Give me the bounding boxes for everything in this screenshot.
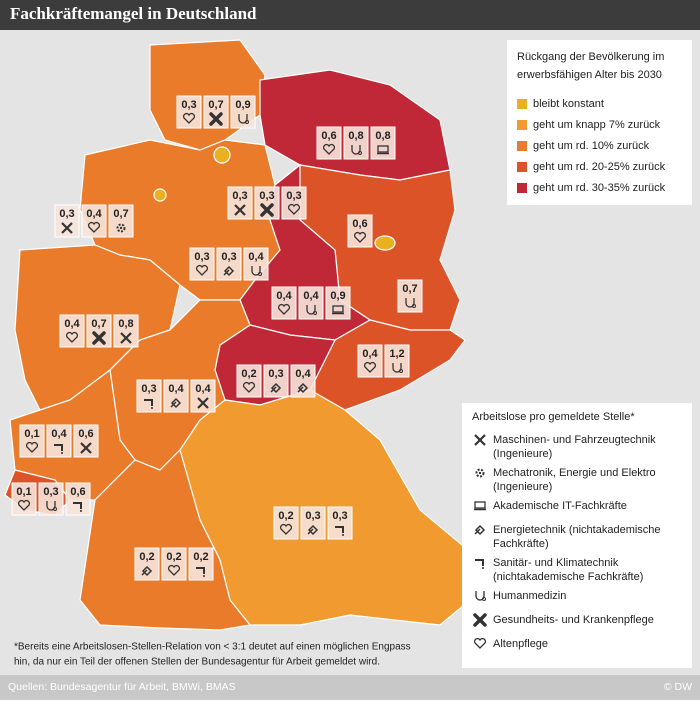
- legend-label: Gesundheits- und Krankenpflege: [493, 614, 654, 626]
- legend-label: geht um rd. 30-35% zurück: [533, 182, 666, 194]
- value: 0,4: [303, 290, 319, 302]
- value: 0,9: [330, 290, 345, 302]
- value: 0,7: [91, 318, 106, 330]
- value: 0,2: [278, 510, 293, 522]
- legend-box: [507, 40, 692, 205]
- legend-title: Arbeitslose pro gemeldete Stelle*: [472, 411, 635, 423]
- source: Quellen: Bundesagentur für Arbeit, BMWi,…: [8, 681, 236, 693]
- value-box: [227, 186, 253, 220]
- footnote: *Bereits eine Arbeitslosen-Stellen-Relat…: [14, 642, 411, 653]
- value: 0,3: [268, 368, 283, 380]
- value: 0,3: [141, 383, 156, 395]
- value: 0,4: [195, 383, 211, 395]
- value-box: [263, 364, 289, 398]
- value: 0,3: [221, 251, 236, 263]
- value-box: [188, 547, 214, 581]
- legend-label: (Ingenieure): [493, 481, 552, 493]
- value: 0,8: [348, 130, 363, 142]
- state: [79, 448, 252, 631]
- value: 0,3: [194, 251, 209, 263]
- value-box: [86, 314, 112, 348]
- value: 0,9: [235, 99, 250, 111]
- value: 0,4: [248, 251, 264, 263]
- value-box: [46, 424, 72, 458]
- value: 0,8: [118, 318, 133, 330]
- value: 0,3: [305, 510, 320, 522]
- title-bar: [0, 0, 700, 30]
- value: 0,4: [86, 208, 102, 220]
- value-box: [190, 379, 216, 413]
- value-box: [65, 482, 91, 516]
- value: 0,2: [139, 551, 154, 563]
- legend-swatch: [517, 99, 527, 109]
- value: 0,7: [113, 208, 128, 220]
- footer-bar: [0, 675, 700, 700]
- value: 0,3: [286, 190, 301, 202]
- value: 0,3: [332, 510, 347, 522]
- value-box: [136, 379, 162, 413]
- value: 0,4: [64, 318, 80, 330]
- value: 0,8: [375, 130, 390, 142]
- value: 0,3: [232, 190, 247, 202]
- credit: © DW: [664, 681, 692, 693]
- value: 0,2: [166, 551, 181, 563]
- value: 0,1: [16, 486, 31, 498]
- value: 0,3: [59, 208, 74, 220]
- value: 0,4: [168, 383, 184, 395]
- legend-label: geht um knapp 7% zurück: [533, 119, 661, 131]
- legend-swatch: [517, 141, 527, 151]
- value: 0,2: [241, 368, 256, 380]
- legend-box: [462, 403, 692, 668]
- value-box: [54, 204, 80, 238]
- value: 0,4: [51, 428, 67, 440]
- legend-label: Humanmedizin: [493, 590, 566, 602]
- legend-label: Energietechnik (nichtakademische: [493, 524, 661, 536]
- value: 0,2: [193, 551, 208, 563]
- legend-label: geht um rd. 20-25% zurück: [533, 161, 666, 173]
- value-box: [327, 506, 353, 540]
- legend-label: geht um rd. 10% zurück: [533, 140, 650, 152]
- city-state: [153, 188, 167, 202]
- legend-swatch: [517, 162, 527, 172]
- value: 0,6: [70, 486, 85, 498]
- legend-label: Altenpflege: [493, 638, 548, 650]
- value: 0,6: [78, 428, 93, 440]
- footnote: hin, da nur ein Teil der offenen Stellen…: [14, 657, 380, 668]
- value: 0,4: [362, 348, 378, 360]
- value: 1,2: [389, 348, 404, 360]
- legend-swatch: [517, 183, 527, 193]
- legend-label: (nichtakademische Fachkräfte): [493, 571, 643, 583]
- value: 0,1: [24, 428, 39, 440]
- value: 0,6: [321, 130, 336, 142]
- value: 0,3: [181, 99, 196, 111]
- legend-label: Akademische IT-Fachkräfte: [493, 500, 627, 512]
- legend-swatch: [517, 120, 527, 130]
- city-state: [213, 146, 231, 164]
- legend-label: (Ingenieure): [493, 448, 552, 460]
- city-state: [374, 235, 396, 251]
- value-box: [203, 95, 229, 129]
- value: 0,4: [295, 368, 311, 380]
- legend-label: Sanitär- und Klimatechnik: [493, 557, 619, 569]
- legend-title: Rückgang der Bevölkerung im: [517, 51, 664, 63]
- value: 0,3: [259, 190, 274, 202]
- value: 0,6: [352, 218, 367, 230]
- legend-label: Mechatronik, Energie und Elektro: [493, 467, 656, 479]
- legend-title: erwerbsfähigen Alter bis 2030: [517, 69, 662, 81]
- value-box: [281, 186, 307, 220]
- value: 0,7: [208, 99, 223, 111]
- legend-label: Maschinen- und Fahrzeugtechnik: [493, 434, 656, 446]
- value: 0,4: [276, 290, 292, 302]
- value-box: [254, 186, 280, 220]
- legend-label: Fachkräfte): [493, 538, 549, 550]
- value-box: [113, 314, 139, 348]
- title: Fachkräftemangel in Deutschland: [10, 4, 257, 23]
- value: 0,7: [402, 283, 417, 295]
- value-box: [73, 424, 99, 458]
- legend-label: bleibt konstant: [533, 98, 604, 110]
- value: 0,3: [43, 486, 58, 498]
- value-box: [325, 286, 351, 320]
- value-box: [347, 214, 373, 248]
